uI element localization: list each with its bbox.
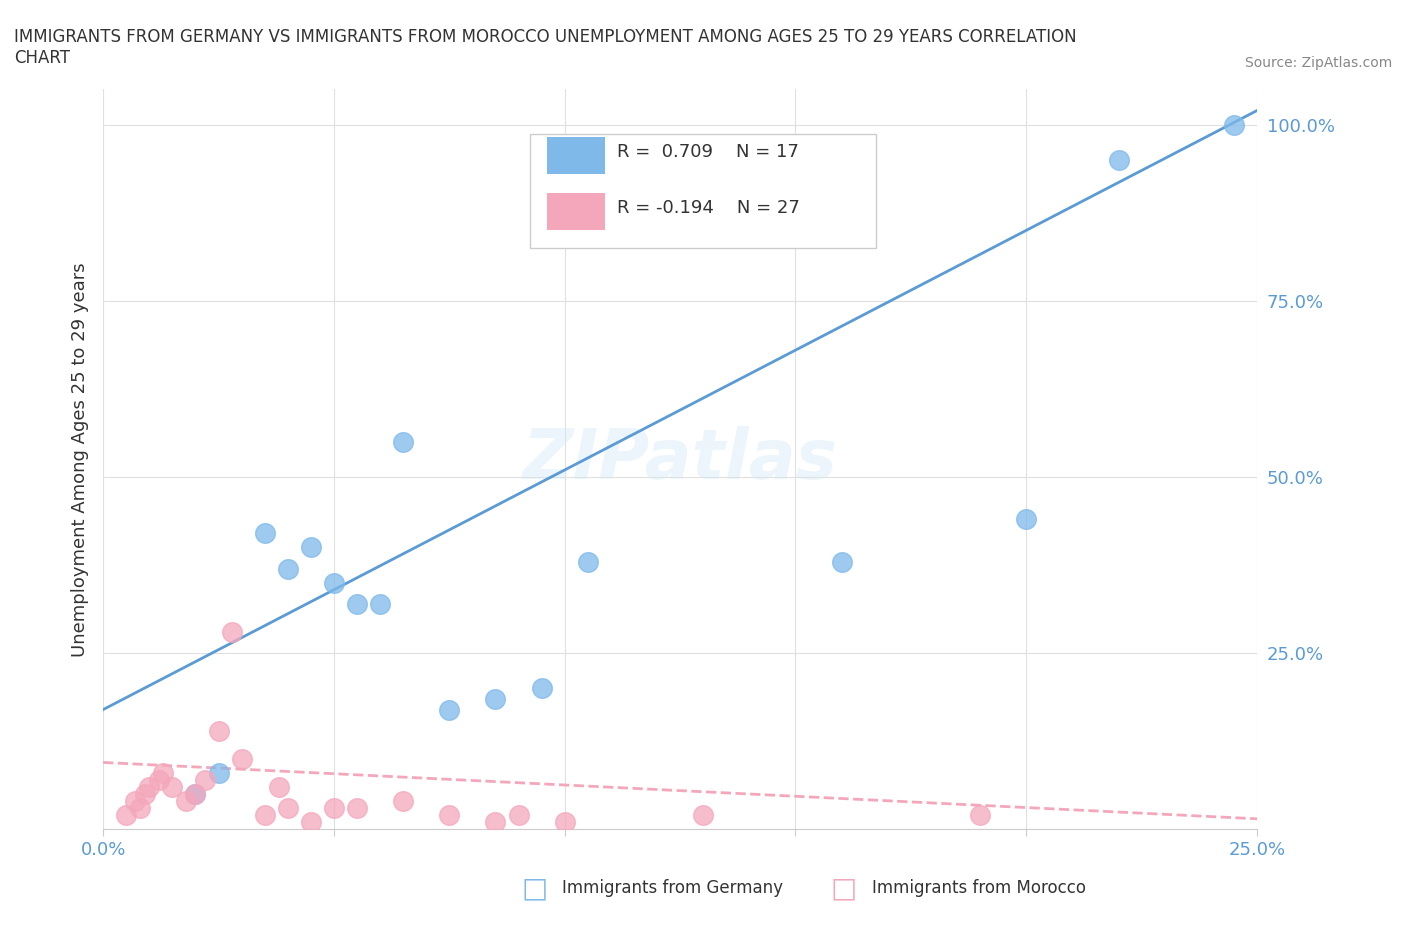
Point bbox=[322, 576, 344, 591]
Point bbox=[194, 773, 217, 788]
FancyBboxPatch shape bbox=[530, 134, 876, 248]
Text: IMMIGRANTS FROM GERMANY VS IMMIGRANTS FROM MOROCCO UNEMPLOYMENT AMONG AGES 25 TO: IMMIGRANTS FROM GERMANY VS IMMIGRANTS FR… bbox=[14, 28, 1077, 67]
Point bbox=[148, 773, 170, 788]
Point bbox=[174, 794, 197, 809]
Point bbox=[152, 765, 174, 780]
Text: Immigrants from Germany: Immigrants from Germany bbox=[562, 879, 783, 897]
Text: R = -0.194    N = 27: R = -0.194 N = 27 bbox=[617, 199, 800, 217]
Point bbox=[267, 779, 290, 794]
Point bbox=[253, 808, 276, 823]
Point bbox=[124, 794, 146, 809]
Point bbox=[1223, 117, 1246, 132]
Point bbox=[207, 724, 229, 738]
Point bbox=[184, 787, 207, 802]
Point bbox=[392, 794, 415, 809]
Point bbox=[138, 779, 160, 794]
Y-axis label: Unemployment Among Ages 25 to 29 years: Unemployment Among Ages 25 to 29 years bbox=[72, 262, 89, 657]
Point bbox=[253, 526, 276, 541]
Text: Immigrants from Morocco: Immigrants from Morocco bbox=[872, 879, 1085, 897]
Point bbox=[530, 681, 553, 696]
Point bbox=[115, 808, 138, 823]
Point bbox=[277, 801, 299, 816]
Point bbox=[134, 787, 156, 802]
Point bbox=[346, 801, 368, 816]
Point bbox=[392, 434, 415, 449]
Point bbox=[162, 779, 184, 794]
Text: □: □ bbox=[831, 874, 856, 902]
Point bbox=[484, 692, 506, 707]
Point bbox=[231, 751, 253, 766]
Point bbox=[692, 808, 714, 823]
Point bbox=[184, 787, 207, 802]
Point bbox=[277, 561, 299, 576]
Point bbox=[1108, 153, 1130, 167]
Point bbox=[221, 625, 243, 640]
Point bbox=[969, 808, 991, 823]
Text: R =  0.709    N = 17: R = 0.709 N = 17 bbox=[617, 143, 799, 161]
Point bbox=[207, 765, 229, 780]
Text: Source: ZipAtlas.com: Source: ZipAtlas.com bbox=[1244, 56, 1392, 70]
Point bbox=[508, 808, 530, 823]
Point bbox=[129, 801, 152, 816]
Point bbox=[831, 554, 853, 569]
Point bbox=[322, 801, 344, 816]
FancyBboxPatch shape bbox=[547, 138, 605, 175]
Point bbox=[439, 808, 461, 823]
Point bbox=[576, 554, 599, 569]
Point bbox=[439, 702, 461, 717]
Text: ZIPatlas: ZIPatlas bbox=[523, 426, 838, 493]
FancyBboxPatch shape bbox=[547, 193, 605, 230]
Point bbox=[1015, 512, 1038, 526]
Point bbox=[484, 815, 506, 830]
Point bbox=[299, 540, 322, 555]
Point bbox=[554, 815, 576, 830]
Text: □: □ bbox=[522, 874, 547, 902]
Point bbox=[346, 596, 368, 611]
Point bbox=[299, 815, 322, 830]
Point bbox=[368, 596, 391, 611]
